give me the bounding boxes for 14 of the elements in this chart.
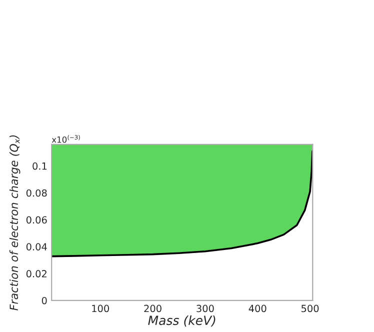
y-tick-label: 0.06 [26,216,47,224]
y-tick-label: 0.08 [26,189,47,197]
y-tick-label: 0.04 [26,243,47,250]
x-tick-label: 500 [302,304,319,312]
text: x10$^{(−3)}$ [52,135,80,143]
x-tick-label: 400 [248,304,266,312]
x-tick-label: 100 [92,304,109,312]
y-tick-label: 0.1 [32,162,47,170]
x-tick-label: 200 [144,304,162,312]
x-tick-label: 300 [196,304,214,312]
x-axis-title: Mass (keV) [148,315,216,327]
y-tick-label: 0 [42,296,47,304]
y-axis-title: Fraction of electron charge (Q$_{x}$) [9,135,20,310]
y-tick-label: 0.02 [26,270,46,278]
